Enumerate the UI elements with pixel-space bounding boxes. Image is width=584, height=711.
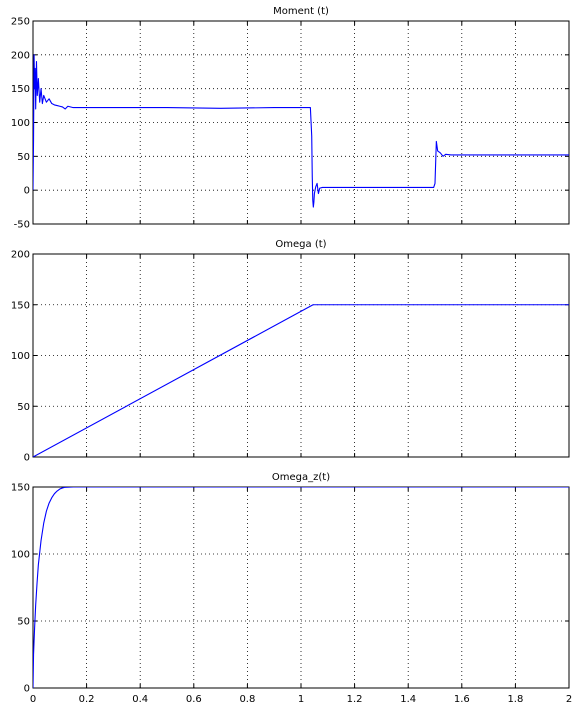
y-tick-label: 50 [17, 152, 30, 163]
y-tick-label: 100 [11, 351, 30, 362]
plot-panel-3: 0 50 100 150 0 0.2 0.4 0.6 0.8 1 1.2 1.4 1.6 1.8 2 Omeg… [11, 472, 572, 705]
x-tick-label: 1.4 [400, 694, 416, 705]
y-tick-label: 0 [24, 684, 30, 695]
chart-title: Omega (t) [275, 239, 326, 250]
y-tick-label: 150 [11, 84, 30, 95]
y-tick-label: 0 [24, 186, 30, 197]
series-line [33, 487, 569, 688]
x-tick-label: 2 [566, 694, 572, 705]
y-tick-label: 200 [11, 50, 30, 61]
x-tick-label: 1.6 [454, 694, 470, 705]
y-tick-label: 0 [24, 453, 30, 464]
x-tick-label: 0 [30, 694, 36, 705]
x-tick-label: 0.2 [79, 694, 95, 705]
x-tick-label: 0.8 [239, 694, 255, 705]
y-tick-label: 150 [11, 483, 30, 494]
y-tick-label: -50 [14, 220, 30, 231]
chart-title: Omega_z(t) [272, 472, 330, 483]
chart-title: Moment (t) [273, 6, 329, 17]
series-line [33, 54, 569, 208]
plot-panel-1: -50 0 50 100 150 200 250 Moment (t) [11, 6, 570, 231]
plot-panel-2: 0 50 100 150 200 Omega (t) [11, 239, 570, 464]
y-tick-label: 150 [11, 300, 30, 311]
y-tick-label: 100 [11, 118, 30, 129]
y-tick-label: 50 [17, 402, 30, 413]
y-tick-label: 100 [11, 550, 30, 561]
x-tick-label: 1 [298, 694, 304, 705]
y-tick-label: 250 [11, 17, 30, 28]
y-tick-label: 200 [11, 250, 30, 261]
series-line [33, 304, 569, 457]
x-tick-label: 0.4 [132, 694, 148, 705]
x-tick-label: 0.6 [186, 694, 202, 705]
x-tick-label: 1.8 [507, 694, 523, 705]
x-tick-label: 1.2 [347, 694, 363, 705]
y-tick-label: 50 [17, 617, 30, 628]
